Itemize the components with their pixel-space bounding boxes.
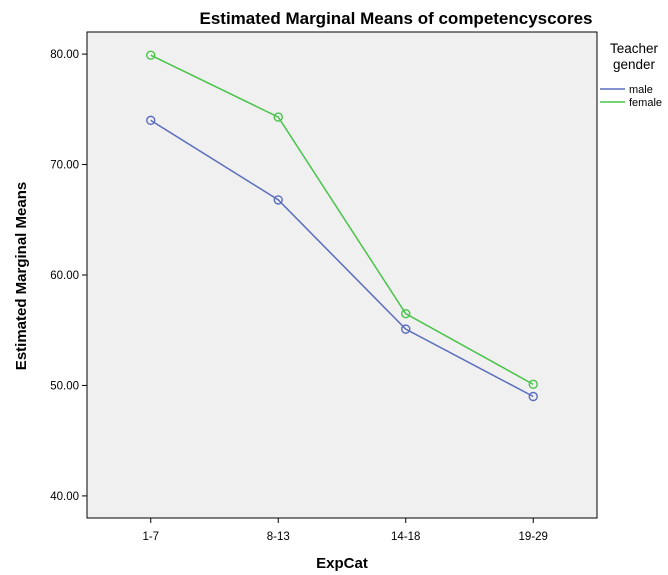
y-tick-label: 60.00 [50, 270, 79, 282]
x-axis-title: ExpCat [316, 555, 368, 572]
data-point-male [401, 324, 411, 334]
series-layer [146, 50, 538, 402]
x-tick-label: 8-13 [267, 531, 290, 543]
x-tick-label: 19-29 [519, 531, 548, 543]
legend-title-line-1: Teacher [610, 41, 659, 56]
data-point-female [401, 308, 411, 319]
series-line-female [150, 54, 534, 386]
legend-title-line-2: gender [613, 57, 656, 72]
data-point-male [528, 391, 538, 402]
y-tick-label: 80.00 [50, 49, 79, 61]
x-tick-label: 1-7 [142, 531, 159, 543]
data-point-female [528, 379, 538, 390]
x-axis: 1-7 8-13 14-18 19-29 [142, 518, 548, 543]
y-tick-label: 50.00 [50, 380, 79, 392]
data-point-female [273, 112, 283, 122]
legend-label-female: female [629, 97, 662, 109]
data-point-female [146, 50, 156, 60]
chart-title: Estimated Marginal Means of competencysc… [199, 9, 592, 28]
plot-area [86, 31, 598, 519]
y-axis-title: Estimated Marginal Means [13, 182, 30, 370]
y-tick-label: 40.00 [50, 491, 79, 503]
data-point-male [146, 115, 156, 126]
legend-label-male: male [629, 84, 653, 96]
y-tick-label: 70.00 [50, 160, 79, 172]
series-line-male [150, 119, 534, 398]
data-point-male [273, 195, 283, 205]
x-tick-label: 14-18 [391, 531, 420, 543]
y-axis: 40.00 50.00 60.00 70.00 80.00 [50, 49, 87, 503]
